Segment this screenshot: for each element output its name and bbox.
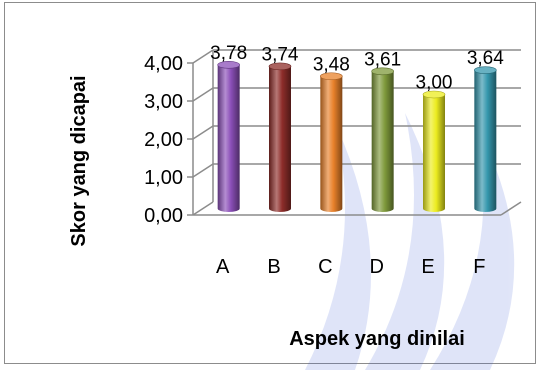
data-label: 3,74 <box>262 44 299 65</box>
bar-top <box>268 62 292 71</box>
bar-chart: 0,00 1,00 2,00 3,00 4,00 3,78 3,74 3,48 3,61 3,0… <box>68 43 522 370</box>
y-tick-label: 2,00 <box>144 129 183 151</box>
y-tick-label: 0,00 <box>144 205 183 227</box>
bar-C <box>320 72 343 212</box>
bar-F <box>474 66 497 213</box>
bar-body <box>320 76 343 212</box>
bar-top <box>320 72 343 81</box>
floor-depth-line <box>192 201 214 216</box>
bar-E <box>422 90 446 212</box>
bar-body <box>217 64 240 212</box>
gridline-depth <box>192 87 214 102</box>
x-tick-label: C <box>318 256 332 278</box>
y-tick-label: 1,00 <box>144 167 183 189</box>
bar-body <box>474 70 497 213</box>
x-tick-label: D <box>369 256 383 278</box>
y-tick-label: 4,00 <box>144 53 183 75</box>
y-tick-label: 3,00 <box>144 91 183 113</box>
bar-body <box>423 94 445 212</box>
bar-top <box>422 90 446 99</box>
chart-frame: 0,00 1,00 2,00 3,00 4,00 3,78 3,74 3,48 3,61 3,0… <box>4 2 536 370</box>
data-label: 3,00 <box>416 73 453 94</box>
x-tick-label: F <box>473 256 485 278</box>
data-label: 3,64 <box>467 48 504 69</box>
data-label: 3,78 <box>210 43 247 64</box>
gridline-depth <box>192 163 214 178</box>
bar-top <box>474 66 497 74</box>
x-tick-label: B <box>267 256 280 278</box>
bars <box>217 61 497 213</box>
floor-depth-line <box>500 201 522 216</box>
x-axis-title: Aspek yang dinilai <box>289 328 465 350</box>
bar-top <box>217 61 240 69</box>
bar-body <box>371 71 394 212</box>
bar-top <box>371 67 394 76</box>
y-tick-labels: 0,00 1,00 2,00 3,00 4,00 <box>144 53 183 227</box>
data-labels: 3,78 3,74 3,48 3,61 3,00 3,64 <box>210 43 504 94</box>
gridline-depth <box>192 49 214 64</box>
bar-A <box>217 61 240 212</box>
data-label: 3,61 <box>364 49 401 70</box>
bar-B <box>268 62 292 212</box>
bar-D <box>371 67 394 212</box>
x-tick-label: A <box>216 256 230 278</box>
bar-body <box>269 66 291 212</box>
data-label: 3,48 <box>313 54 350 75</box>
x-tick-label: E <box>421 256 434 278</box>
gridlines <box>187 49 522 216</box>
y-axis-title: Skor yang dicapai <box>68 75 90 246</box>
x-tick-labels: A B C D E F <box>216 256 485 278</box>
gridline-depth <box>192 125 214 140</box>
